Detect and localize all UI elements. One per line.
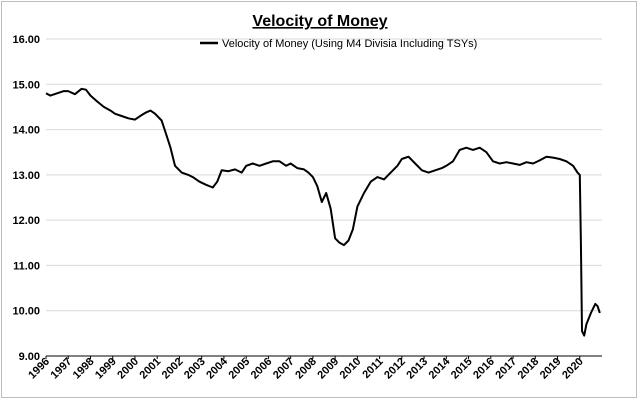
x-tick-label: 2008 <box>293 356 319 382</box>
x-tick-label: 2009 <box>315 356 341 382</box>
series-line <box>45 87 601 337</box>
y-tick-label: 12.00 <box>12 215 40 227</box>
legend: Velocity of Money (Using M4 Divisia Incl… <box>200 38 477 50</box>
y-tick-label: 11.00 <box>13 260 40 272</box>
y-tick-label: 13.00 <box>12 170 40 182</box>
x-tick-label: 2016 <box>471 356 497 382</box>
x-tick-label: 2010 <box>338 356 364 382</box>
x-tick-label: 2003 <box>182 356 208 382</box>
gridlines <box>46 38 602 312</box>
y-tick-label: 14.00 <box>12 125 40 137</box>
x-tick-label: 2001 <box>138 356 164 382</box>
x-tick-labels: 1996199719981999200020012002200320042005… <box>26 355 586 381</box>
x-tick-label: 1998 <box>71 356 97 382</box>
x-tick-label: 2005 <box>226 356 252 382</box>
y-tick-labels: 9.00 10.00 11.00 12.00 13.00 14.00 15.00 16.00 <box>12 34 40 363</box>
x-tick-label: 1999 <box>93 356 119 382</box>
x-tick-label: 2004 <box>204 355 230 381</box>
x-tick-label: 2000 <box>115 356 141 382</box>
x-tick-label: 2019 <box>538 356 564 382</box>
y-tick-label: 15.00 <box>12 79 40 91</box>
chart-title: Velocity of Money <box>252 13 387 30</box>
x-tick-label: 2018 <box>516 356 542 382</box>
x-tick-label: 2014 <box>427 355 453 381</box>
x-tick-label: 2017 <box>493 356 519 382</box>
x-tick-label: 2006 <box>249 356 275 382</box>
y-tick-label: 16.00 <box>12 34 40 46</box>
x-tick-label: 2020 <box>560 356 586 382</box>
legend-label: Velocity of Money (Using M4 Divisia Incl… <box>222 38 477 50</box>
x-tick-label: 2007 <box>271 356 297 382</box>
x-tick-label: 2012 <box>382 356 408 382</box>
x-tick-label: 2015 <box>449 356 475 382</box>
axes <box>45 355 602 359</box>
x-tick-label: 2011 <box>360 356 385 381</box>
x-tick-label: 2002 <box>160 356 186 382</box>
x-tick-label: 2013 <box>404 356 430 382</box>
series-lines <box>45 87 601 337</box>
y-tick-label: 10.00 <box>12 306 40 318</box>
y-tick-label: 9.00 <box>19 351 40 363</box>
x-tick-label: 1997 <box>49 356 75 382</box>
